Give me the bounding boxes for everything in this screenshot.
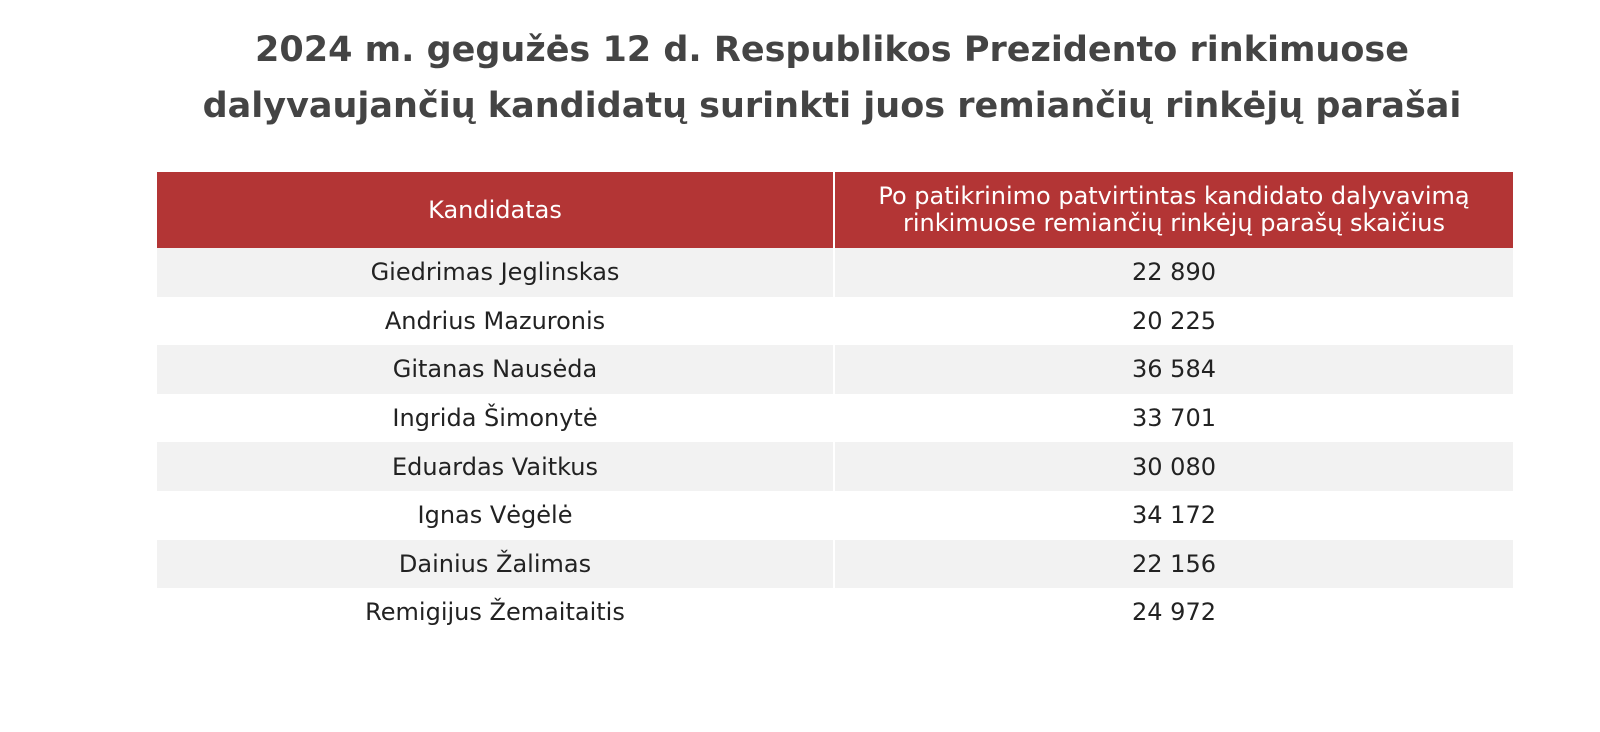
table-row: Ingrida Šimonytė 33 701: [157, 393, 1513, 443]
candidate-name: Ignas Vėgėlė: [157, 490, 835, 540]
table-row: Remigijus Žemaitaitis 24 972: [157, 588, 1513, 637]
candidate-name: Remigijus Žemaitaitis: [157, 588, 835, 637]
header-line: rinkimuose remiančių rinkėjų parašų skai…: [903, 209, 1445, 237]
candidate-name: Dainius Žalimas: [157, 539, 835, 589]
table-header: Kandidatas Po patikrinimo patvirtintas k…: [157, 172, 1513, 248]
header-row: Kandidatas Po patikrinimo patvirtintas k…: [157, 172, 1513, 248]
title-line: dalyvaujančių kandidatų surinkti juos re…: [202, 86, 1462, 126]
candidate-name: Ingrida Šimonytė: [157, 393, 835, 443]
candidate-name: Gitanas Nausėda: [157, 345, 835, 394]
table-row: Andrius Mazuronis 20 225: [157, 296, 1513, 346]
header-cell: Kandidatas: [157, 172, 835, 248]
signature-count: 36 584: [834, 345, 1513, 394]
signature-count: 34 172: [1132, 501, 1216, 530]
candidate-name: Andrius Mazuronis: [157, 296, 835, 346]
signatures-table: Kandidatas Po patikrinimo patvirtintas k…: [157, 172, 1513, 637]
candidate-name: Giedrimas Jeglinskas: [157, 248, 835, 297]
table-row: Giedrimas Jeglinskas 22 890: [157, 248, 1513, 297]
signature-count: 33 701: [1132, 404, 1216, 433]
table-row: Gitanas Nausėda 36 584: [157, 345, 1513, 394]
table-body: Giedrimas Jeglinskas 22 890 Andrius Mazuro…: [157, 248, 1513, 637]
signature-count: 22 890: [834, 248, 1513, 297]
table-row: Ignas Vėgėlė 34 172: [157, 490, 1513, 540]
title-line: 2024 m. gegužės 12 d. Respublikos Prezid…: [255, 30, 1409, 70]
header-line: Po patikrinimo patvirtintas kandidato da…: [878, 182, 1470, 210]
table-row: Dainius Žalimas 22 156: [157, 539, 1513, 589]
signature-count: 22 156: [834, 539, 1513, 589]
candidate-name: Eduardas Vaitkus: [157, 442, 835, 491]
table-row: Eduardas Vaitkus 30 080: [157, 442, 1513, 491]
signature-count: 24 972: [1132, 598, 1216, 627]
title: 2024 m. gegužės 12 d. Respublikos Prezid…: [0, 22, 1600, 134]
header-cell: Po patikrinimo patvirtintas kandidato da…: [834, 172, 1513, 248]
signature-count: 30 080: [834, 442, 1513, 491]
signature-count: 20 225: [1132, 306, 1216, 335]
